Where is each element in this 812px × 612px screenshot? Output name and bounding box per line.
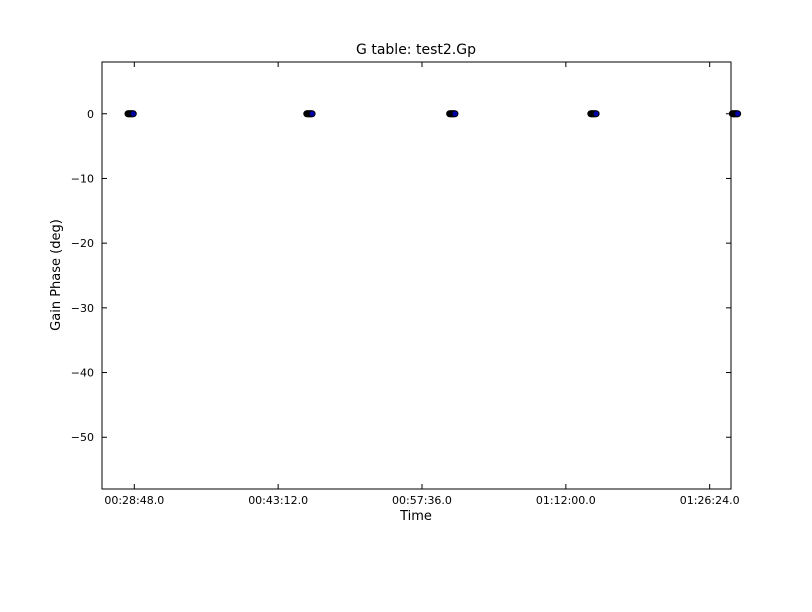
data-point	[734, 110, 742, 118]
plot-frame	[101, 61, 732, 490]
y-axis-ticks: 0 −10 −20 −30 −40 −50	[71, 108, 731, 444]
y-tick-label: −40	[71, 367, 94, 380]
data-point	[451, 110, 459, 118]
x-tick-label: 01:12:00.0	[536, 494, 596, 507]
y-tick-label: 0	[87, 108, 94, 121]
x-tick-label: 00:28:48.0	[104, 494, 164, 507]
x-axis-ticks: 00:28:48.0 00:43:12.0 00:57:36.0 01:12:00.0…	[104, 62, 740, 507]
chart-title: G table: test2.Gp	[356, 42, 476, 58]
x-tick-label: 00:43:12.0	[248, 494, 308, 507]
data-points	[124, 110, 742, 118]
y-tick-label: −20	[71, 237, 94, 250]
x-tick-label: 00:57:36.0	[392, 494, 452, 507]
y-tick-label: −30	[71, 302, 94, 315]
y-axis-label: Gain Phase (deg)	[49, 219, 64, 331]
plot-area: 00:28:48.0 00:43:12.0 00:57:36.0 01:12:00.0…	[71, 61, 742, 507]
x-axis-label: Time	[399, 509, 432, 524]
y-tick-label: −10	[71, 172, 94, 185]
y-tick-label: −50	[71, 431, 94, 444]
x-tick-label: 01:26:24.0	[680, 494, 740, 507]
data-point	[592, 110, 600, 118]
data-point	[129, 110, 137, 118]
data-point	[308, 110, 316, 118]
